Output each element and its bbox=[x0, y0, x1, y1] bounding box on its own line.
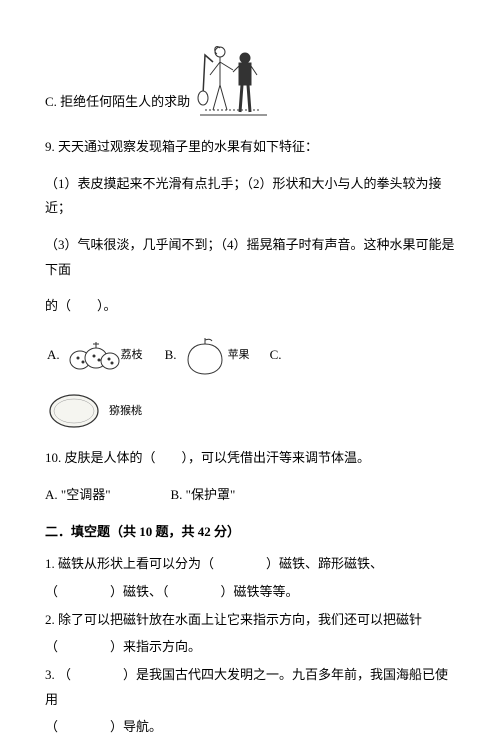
fill-1: 1. 磁铁从形状上看可以分为（ ）磁铁、蹄形磁铁、 bbox=[45, 552, 455, 577]
stranger-illustration bbox=[195, 40, 273, 120]
kiwi-icon bbox=[45, 391, 103, 431]
fill-2b: （ ）来指示方向。 bbox=[45, 635, 455, 660]
q10-optA: A. "空调器" bbox=[45, 483, 111, 508]
q10-options: A. "空调器" B. "保护罩" bbox=[45, 483, 455, 508]
q9-optC-label: C. bbox=[270, 343, 282, 368]
q9-fruitA-name: 荔枝 bbox=[121, 345, 143, 366]
fill-1b: （ ）磁铁、（ ）磁铁等等。 bbox=[45, 580, 455, 605]
q9-optA-label: A. bbox=[47, 343, 60, 368]
q10-stem: 10. 皮肤是人体的（ ），可以凭借出汗等来调节体温。 bbox=[45, 446, 455, 471]
q9-option-a: A. 荔枝 bbox=[45, 338, 143, 373]
apple-icon bbox=[183, 334, 228, 376]
q9-fruitB-name: 苹果 bbox=[228, 345, 250, 366]
q8-option-c: C. 拒绝任何陌生人的求助 bbox=[45, 40, 455, 120]
q10-optB: B. "保护罩" bbox=[171, 483, 236, 508]
q9-stem: 9. 天天通过观察发现箱子里的水果有如下特征： bbox=[45, 135, 455, 160]
lychee-icon bbox=[66, 338, 121, 373]
q9-option-b: B. 苹果 bbox=[163, 334, 250, 376]
q9-fruitC-name: 猕猴桃 bbox=[109, 401, 142, 422]
q8-optc-text: C. 拒绝任何陌生人的求助 bbox=[45, 90, 190, 120]
fill-3b: （ ）导航。 bbox=[45, 715, 455, 740]
q9-option-c-row: 猕猴桃 bbox=[45, 391, 455, 431]
fill-2: 2. 除了可以把磁针放在水面上让它来指示方向，我们还可以把磁针 bbox=[45, 608, 455, 633]
q9-optB-label: B. bbox=[165, 343, 177, 368]
q9-line1: （1）表皮摸起来不光滑有点扎手；（2）形状和大小与人的拳头较为接近； bbox=[45, 172, 455, 221]
q9-line2: （3）气味很淡，几乎闻不到；（4）摇晃箱子时有声音。这种水果可能是下面 bbox=[45, 233, 455, 282]
section2-title: 二．填空题（共 10 题，共 42 分） bbox=[45, 520, 455, 545]
q9-options-row1: A. 荔枝 B. bbox=[45, 334, 455, 376]
fill-3: 3. （ ）是我国古代四大发明之一。九百多年前，我国海船已使用 bbox=[45, 663, 455, 712]
q9-line3: 的（ ）。 bbox=[45, 294, 455, 319]
